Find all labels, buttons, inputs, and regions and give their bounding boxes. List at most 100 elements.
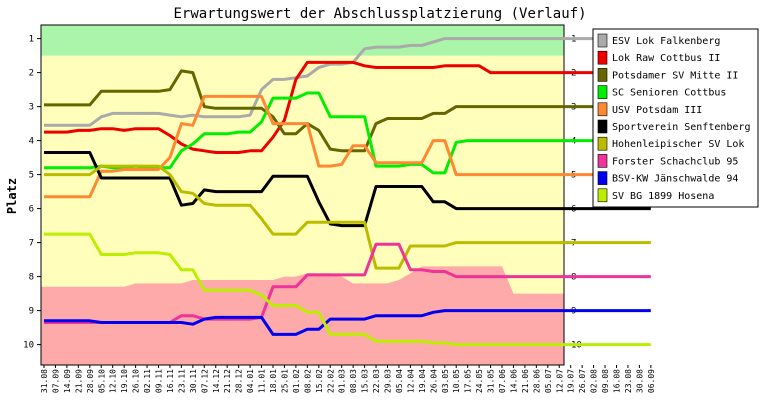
x-tick-label: 12.10	[109, 369, 118, 393]
x-tick-label: 02.11	[143, 369, 152, 393]
x-tick-label: 01.02	[292, 369, 301, 393]
legend-swatch	[597, 136, 608, 151]
legend-swatch	[597, 50, 608, 65]
x-tick-label: 05.04	[395, 369, 404, 393]
y-tick-label-left: 4	[29, 137, 34, 147]
series-line	[44, 60, 651, 154]
x-tick-label: 22.02	[326, 369, 335, 393]
y-tick-label-left: 10	[23, 341, 34, 351]
x-tick-label: 03.05	[441, 369, 450, 393]
x-tick-label: 26.04	[429, 369, 438, 393]
legend-swatch	[597, 171, 608, 185]
y-tick-label-left: 2	[29, 69, 34, 79]
x-tick-label: 08.03	[349, 369, 358, 393]
x-tick-label: 12.07	[555, 369, 564, 393]
legend-label: Forster Schachclub 95	[612, 156, 738, 167]
x-tick-label: 19.10	[120, 369, 129, 393]
x-tick-label: 26.10	[132, 369, 141, 393]
x-tick-label: 02.08	[590, 369, 599, 393]
y-tick-label-left: 1	[29, 35, 34, 45]
y-tick-label-left: 7	[29, 239, 34, 249]
x-tick-label: 07.12	[200, 369, 209, 393]
plot-frame	[40, 24, 565, 366]
x-tick-label: 06.09	[647, 369, 656, 393]
x-tick-label: 01.03	[338, 369, 347, 393]
x-tick-label: 16.08	[613, 369, 622, 393]
series-line	[44, 151, 651, 228]
legend-label: SC Senioren Cottbus	[612, 88, 726, 99]
legend-swatch	[597, 68, 608, 82]
x-tick-label: 11.01	[258, 369, 267, 393]
x-tick-label: 25.01	[280, 369, 289, 393]
x-tick-label: 21.12	[223, 369, 232, 393]
legend: ESV Lok Falkenberg Lok Raw Cottbus II Pots…	[592, 28, 759, 208]
x-tick-label: 23.08	[624, 369, 633, 393]
legend-label: BSV-KW Jänschwalde 94	[612, 174, 738, 185]
x-tick-label: 30.11	[189, 369, 198, 393]
y-tick-label-left: 3	[29, 103, 34, 113]
x-tick-label: 10.05	[452, 369, 461, 393]
x-tick-label: 31.08	[40, 369, 49, 393]
series-line	[44, 309, 651, 336]
legend-label: SV BG 1899 Hosena	[612, 191, 714, 202]
x-tick-label: 30.08	[635, 369, 644, 393]
x-tick-label: 09.08	[601, 369, 610, 393]
x-tick-label: 15.02	[315, 369, 324, 393]
y-tick-label-left: 9	[29, 307, 34, 317]
legend-swatch	[597, 102, 608, 117]
x-tick-label: 14.12	[212, 369, 221, 393]
x-tick-label: 31.05	[487, 369, 496, 393]
band-green	[41, 25, 564, 56]
x-tick-label: 29.03	[384, 369, 393, 393]
x-tick-label: 24.05	[475, 369, 484, 393]
x-tick-label: 22.03	[372, 369, 381, 393]
y-axis-label: Platz	[5, 178, 19, 214]
x-tick-label: 28.06	[532, 369, 541, 393]
legend-label: USV Potsdam III	[612, 105, 702, 116]
legend-label: Hohenleipischer SV Lok	[612, 139, 744, 150]
x-tick-label: 21.09	[74, 369, 83, 393]
legend-label: Sportverein Senftenberg	[612, 122, 750, 133]
legend-swatch	[597, 119, 608, 134]
x-tick-label: 19.07	[567, 369, 576, 393]
legend-label: Lok Raw Cottbus II	[612, 53, 720, 64]
x-tick-label: 21.06	[521, 369, 530, 393]
y-tick-label-left: 5	[29, 171, 34, 181]
x-tick-label: 15.03	[361, 369, 370, 393]
y-tick-label-left: 8	[29, 273, 34, 283]
legend-label: Potsdamer SV Mitte II	[612, 70, 738, 81]
x-tick-label: 05.07	[544, 369, 553, 393]
x-tick-label: 07.06	[498, 369, 507, 393]
series-line	[44, 69, 651, 153]
y-tick-label-left: 6	[29, 205, 34, 215]
legend-label: ESV Lok Falkenberg	[612, 36, 720, 47]
x-tick-label: 19.04	[418, 369, 427, 393]
legend-swatch	[597, 85, 608, 99]
series-line	[44, 164, 651, 270]
x-tick-label: 16.11	[166, 369, 175, 393]
x-tick-label: 14.06	[510, 369, 519, 393]
series-line	[44, 232, 651, 347]
legend-swatch	[597, 33, 608, 48]
x-tick-label: 08.02	[303, 369, 312, 393]
x-tick-label: 18.01	[269, 369, 278, 393]
legend-box	[592, 28, 759, 208]
x-tick-label: 04.01	[246, 369, 255, 393]
x-tick-label: 28.09	[86, 369, 95, 393]
legend-swatch	[597, 188, 608, 203]
x-tick-label: 14.09	[63, 369, 72, 393]
x-tick-label: 07.09	[52, 369, 61, 393]
band-red	[41, 266, 651, 365]
series-line	[44, 94, 651, 199]
x-tick-label: 09.11	[155, 369, 164, 393]
x-tick-label: 05.10	[97, 369, 106, 393]
x-tick-label: 28.12	[235, 369, 244, 393]
chart-title: Erwartungswert der Abschlussplatzierung …	[173, 6, 586, 22]
legend-swatch	[597, 154, 608, 168]
x-tick-label: 26.07	[578, 369, 587, 393]
x-tick-label: 23.11	[177, 369, 186, 393]
x-tick-label: 17.05	[464, 369, 473, 393]
x-tick-label: 12.04	[406, 369, 415, 393]
